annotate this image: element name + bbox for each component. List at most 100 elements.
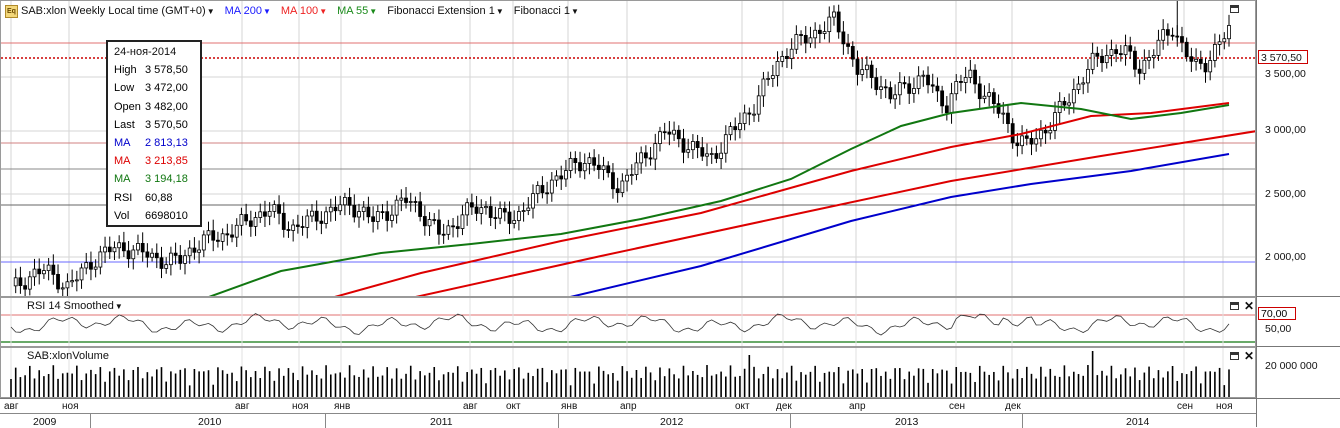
candle-body bbox=[1161, 29, 1166, 41]
current-price-tag: 3 570,50 bbox=[1258, 50, 1308, 64]
candle-body bbox=[879, 86, 883, 90]
info-key: MA bbox=[114, 173, 131, 186]
candle-body bbox=[592, 157, 597, 166]
candle-body bbox=[493, 217, 498, 219]
candle-body bbox=[653, 143, 658, 160]
candle-body bbox=[897, 82, 902, 96]
axis-divider bbox=[0, 413, 1256, 414]
candle-body bbox=[926, 74, 930, 86]
price-tick: 2 500,00 bbox=[1265, 188, 1306, 200]
candle-body bbox=[977, 83, 982, 100]
candle-body bbox=[611, 172, 615, 190]
candle-body bbox=[860, 69, 865, 75]
candle-body bbox=[954, 81, 959, 95]
candle-body bbox=[559, 175, 564, 180]
candle-body bbox=[568, 158, 573, 171]
close-icon[interactable]: ✕ bbox=[1244, 299, 1255, 313]
ma100-label: MA 100 bbox=[280, 5, 319, 17]
candle-body bbox=[756, 95, 761, 115]
volume-panel[interactable]: SAB:xlonVolume ✕ bbox=[0, 347, 1256, 398]
candle-body bbox=[719, 152, 724, 159]
price-panel[interactable]: Eq SAB:xlon Weekly Local time (GMT+0) ▼ MA… bbox=[0, 0, 1256, 297]
time-axis[interactable]: авг ноя авг ноя янв авг окт янв апр окт дек апр сен д… bbox=[0, 398, 1256, 428]
candle-body bbox=[1104, 55, 1109, 64]
candle-body bbox=[131, 249, 136, 260]
candle-body bbox=[648, 157, 653, 160]
maximize-icon[interactable] bbox=[1230, 5, 1239, 13]
candle-body bbox=[244, 214, 249, 222]
close-icon[interactable]: ✕ bbox=[1244, 349, 1255, 363]
candle-body bbox=[968, 69, 973, 78]
candle-body bbox=[700, 147, 705, 157]
info-key: RSI bbox=[114, 191, 133, 204]
price-axis[interactable] bbox=[1256, 0, 1340, 297]
candle-body bbox=[1081, 82, 1086, 85]
candle-body bbox=[752, 113, 756, 116]
candle-body bbox=[916, 75, 921, 89]
candle-body bbox=[512, 220, 517, 224]
fibo-tool[interactable]: Fibonacci 1 ▼ bbox=[514, 5, 579, 17]
candle-body bbox=[996, 103, 1001, 114]
candle-body bbox=[225, 233, 230, 236]
candle-body bbox=[488, 206, 493, 218]
candle-body bbox=[1067, 102, 1072, 106]
candle-body bbox=[230, 234, 234, 238]
candle-body bbox=[507, 211, 512, 224]
fibo-extension-tool[interactable]: Fibonacci Extension 1 ▼ bbox=[387, 5, 504, 17]
candle-body bbox=[1053, 112, 1057, 131]
symbol-selector[interactable]: Eq SAB:xlon Weekly Local time (GMT+0) ▼ bbox=[5, 4, 215, 18]
volume-axis bbox=[1256, 347, 1340, 398]
chevron-down-icon: ▼ bbox=[319, 6, 328, 16]
candle-body bbox=[883, 86, 888, 89]
ma55-indicator[interactable]: MA 55 ▼ bbox=[337, 5, 377, 17]
maximize-icon[interactable] bbox=[1230, 302, 1239, 310]
candle-body bbox=[1165, 29, 1170, 36]
candle-body bbox=[375, 211, 380, 222]
candle-body bbox=[150, 252, 154, 258]
candle-body bbox=[912, 88, 916, 94]
year-label: 2010 bbox=[198, 416, 222, 428]
candle-body bbox=[23, 285, 28, 290]
rsi-panel[interactable]: RSI 14 Smoothed▼ ✕ bbox=[0, 297, 1256, 347]
ma100-indicator[interactable]: MA 100 ▼ bbox=[281, 5, 327, 17]
info-value: 3 194,18 bbox=[145, 173, 188, 186]
info-row: Last 3 570,50 bbox=[108, 116, 200, 134]
candle-body bbox=[516, 211, 521, 221]
candle-body bbox=[841, 31, 846, 45]
candle-body bbox=[738, 123, 742, 131]
candle-body bbox=[498, 208, 502, 219]
candle-body bbox=[324, 211, 328, 224]
candle-body bbox=[314, 210, 319, 222]
price-tick: 3 500,00 bbox=[1265, 68, 1306, 80]
candle-body bbox=[846, 43, 850, 47]
candle-body bbox=[206, 230, 211, 236]
candle-body bbox=[164, 264, 169, 269]
year-divider bbox=[325, 414, 326, 428]
candle-body bbox=[51, 264, 56, 275]
candle-body bbox=[394, 199, 399, 216]
candle-body bbox=[658, 131, 662, 144]
info-value: 3 213,85 bbox=[145, 155, 188, 168]
candle-body bbox=[573, 158, 578, 163]
candle-body bbox=[272, 204, 277, 212]
candle-body bbox=[747, 112, 752, 115]
month-label: окт bbox=[735, 401, 750, 412]
candle-body bbox=[469, 202, 474, 208]
chevron-down-icon: ▼ bbox=[114, 302, 123, 311]
candle-body bbox=[263, 211, 267, 217]
candle-body bbox=[667, 131, 672, 135]
candle-body bbox=[1100, 55, 1104, 64]
candle-body bbox=[940, 90, 945, 107]
info-value: 3 482,00 bbox=[145, 100, 188, 113]
candle-body bbox=[455, 226, 460, 229]
rsi-title[interactable]: RSI 14 Smoothed▼ bbox=[27, 300, 123, 312]
info-row: MA 3 213,85 bbox=[108, 152, 200, 170]
candle-body bbox=[140, 243, 145, 253]
candle-body bbox=[930, 84, 935, 87]
year-divider bbox=[1022, 414, 1023, 428]
ma200-indicator[interactable]: MA 200 ▼ bbox=[225, 5, 271, 17]
candle-body bbox=[949, 93, 954, 114]
candle-body bbox=[18, 277, 23, 287]
candle-body bbox=[267, 210, 272, 217]
maximize-icon[interactable] bbox=[1230, 352, 1239, 360]
